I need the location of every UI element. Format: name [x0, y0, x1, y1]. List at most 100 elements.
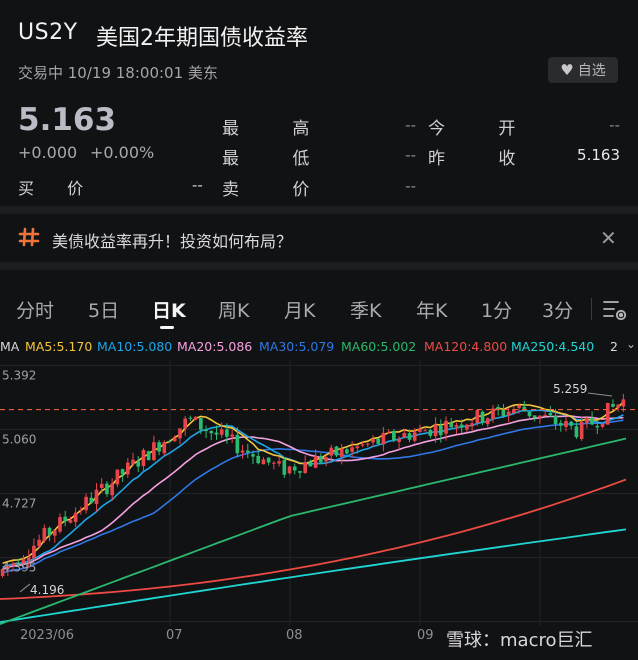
candle-body [251, 454, 255, 457]
ma-prefix: MA [0, 339, 20, 354]
candle-body [506, 411, 511, 416]
candle-body [412, 432, 417, 441]
candle-body [219, 429, 224, 435]
candle-body [58, 517, 62, 532]
instrument-name: 美国2年期国债收益率 [96, 26, 308, 51]
low-value: -- [405, 146, 416, 164]
ask-value: -- [405, 177, 416, 195]
tab-1min[interactable]: 1分 [481, 300, 513, 322]
last-price: 5.163 [18, 102, 117, 138]
candle-body [313, 456, 318, 468]
candle-body [225, 429, 229, 437]
candle-body [214, 432, 219, 435]
y-tick-label: 4.063 [2, 625, 36, 626]
candle-body [501, 409, 506, 416]
candle-body [26, 556, 31, 561]
candle-body [141, 449, 146, 466]
chevron-down-icon: ⌄ [626, 337, 637, 351]
tab-yearly-k[interactable]: 年K [416, 300, 448, 322]
candlestick-chart[interactable]: 5.392 5.060 4.727 4.395 4.063 5.259 4.196 [0, 360, 638, 626]
candle-body [32, 545, 36, 559]
candle-body [272, 462, 276, 464]
candle-body [261, 459, 266, 465]
candle-body [532, 415, 537, 418]
candle-body [37, 539, 41, 547]
candle-body [392, 430, 396, 441]
candle-body [183, 418, 188, 429]
prev-close-label: 昨 收 [428, 149, 540, 169]
close-icon[interactable]: ✕ [600, 226, 617, 250]
bid-label: 买 价 [18, 179, 98, 198]
candle-body [553, 415, 558, 425]
candle-body [517, 405, 521, 409]
tab-weekly-k[interactable]: 周K [218, 300, 250, 322]
candle-body [89, 497, 94, 504]
candle-body [407, 433, 412, 440]
candle-body [146, 451, 151, 461]
tab-intraday[interactable]: 分时 [16, 300, 55, 322]
high-marker-label: 5.259 [553, 382, 587, 396]
candle-body [199, 418, 203, 430]
tab-monthly-k[interactable]: 月K [284, 300, 316, 322]
candle-body [172, 438, 177, 442]
section-divider [0, 262, 638, 270]
candle-body [579, 421, 584, 440]
candle-body [120, 469, 125, 475]
price-change-pct: +0.00% [90, 143, 155, 162]
chart-settings-icon[interactable] [602, 298, 628, 322]
candle-body [235, 434, 240, 454]
extreme-markers: 5.259 4.196 [19, 382, 613, 597]
watchlist-button[interactable]: ♥ 自选 [548, 57, 618, 83]
candle-body [402, 433, 407, 438]
candle-body [376, 438, 381, 444]
candle-body [496, 407, 501, 410]
candle-body [611, 403, 615, 407]
tab-daily-k[interactable]: 日K [152, 300, 186, 322]
candle-body [193, 416, 198, 420]
candle-body [454, 424, 459, 427]
low-label: 最 低 [222, 149, 334, 169]
candle-body [355, 446, 360, 449]
ma60-value: MA60:5.002 [341, 339, 417, 354]
candle-body [543, 414, 547, 416]
candle-body [292, 466, 297, 471]
candle-body [178, 428, 182, 439]
ma-legend[interactable]: MA MA5:5.170 MA10:5.080 MA20:5.086 MA30:… [0, 337, 638, 355]
open-value: -- [609, 116, 620, 134]
candle-body [465, 424, 469, 430]
candle-body [105, 483, 109, 495]
candle-body [459, 424, 464, 428]
tab-5day[interactable]: 5日 [88, 300, 120, 322]
candle-body [308, 462, 313, 467]
candle-body [0, 569, 5, 576]
candle-body [73, 512, 78, 522]
ma-line [2, 415, 624, 570]
candle-body [512, 409, 516, 414]
candle-body [480, 411, 485, 423]
tab-quarterly-k[interactable]: 季K [350, 300, 382, 322]
candle-body [324, 457, 328, 462]
candle-body [125, 462, 130, 475]
candle-body [475, 410, 480, 424]
ma250-line [0, 528, 627, 623]
candle-body [47, 527, 52, 536]
tab-3min[interactable]: 3分 [542, 300, 574, 322]
candle-body [334, 446, 339, 456]
candle-body [345, 449, 349, 454]
high-value: -- [405, 116, 416, 134]
candle-body [418, 428, 422, 432]
candle-body [209, 431, 214, 434]
candle-body [318, 455, 323, 463]
candle-body [329, 447, 334, 456]
ma120-value: MA120:4.800 [424, 339, 508, 354]
ma-page-indicator: 2 [610, 339, 618, 354]
y-tick-label: 4.727 [2, 497, 36, 511]
news-banner-link[interactable]: 美债收益率再升！投资如何布局？ [52, 232, 293, 251]
ma5-value: MA5:5.170 [25, 339, 93, 354]
x-tick: 07 [166, 628, 183, 643]
ma120-line [0, 478, 627, 600]
candle-body [230, 434, 234, 437]
candle-body [600, 423, 605, 427]
candle-body [79, 509, 83, 511]
candle-body [282, 459, 287, 475]
